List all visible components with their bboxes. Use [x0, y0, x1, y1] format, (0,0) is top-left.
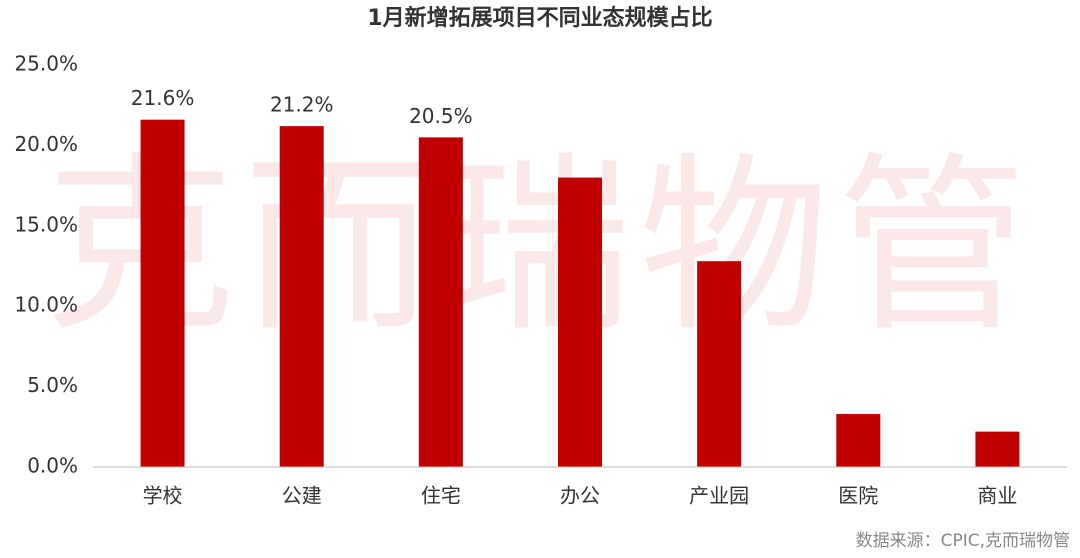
bar [418, 137, 463, 468]
value-label: 21.6% [131, 86, 195, 110]
x-tick-label: 商业 [977, 484, 1017, 508]
y-tick-label: 20.0% [14, 132, 78, 156]
bar [697, 261, 742, 467]
y-tick-label: 10.0% [14, 293, 78, 317]
x-tick-label: 住宅 [421, 484, 461, 508]
value-label: 21.2% [270, 93, 334, 117]
x-tick-label: 公建 [282, 484, 322, 508]
chart-title: 1月新增拓展项目不同业态规模占比 [367, 5, 712, 31]
x-tick-label: 医院 [838, 484, 878, 508]
bar [975, 431, 1020, 467]
watermark: 克而瑞物管 [45, 136, 1035, 357]
y-tick-label: 5.0% [27, 373, 78, 397]
source: 数据来源：CPIC,克而瑞物管 [856, 531, 1070, 551]
x-tick-label: 办公 [560, 484, 600, 508]
y-tick-label: 25.0% [14, 52, 78, 76]
value-label: 20.5% [409, 104, 473, 128]
y-tick-label: 0.0% [27, 454, 78, 478]
bar [836, 413, 881, 467]
x-tick-label: 学校 [143, 484, 183, 508]
bar [558, 177, 602, 467]
x-tick-label: 产业园 [689, 484, 749, 508]
y-tick-label: 15.0% [14, 212, 78, 236]
bar [140, 119, 185, 467]
bar [279, 126, 324, 467]
